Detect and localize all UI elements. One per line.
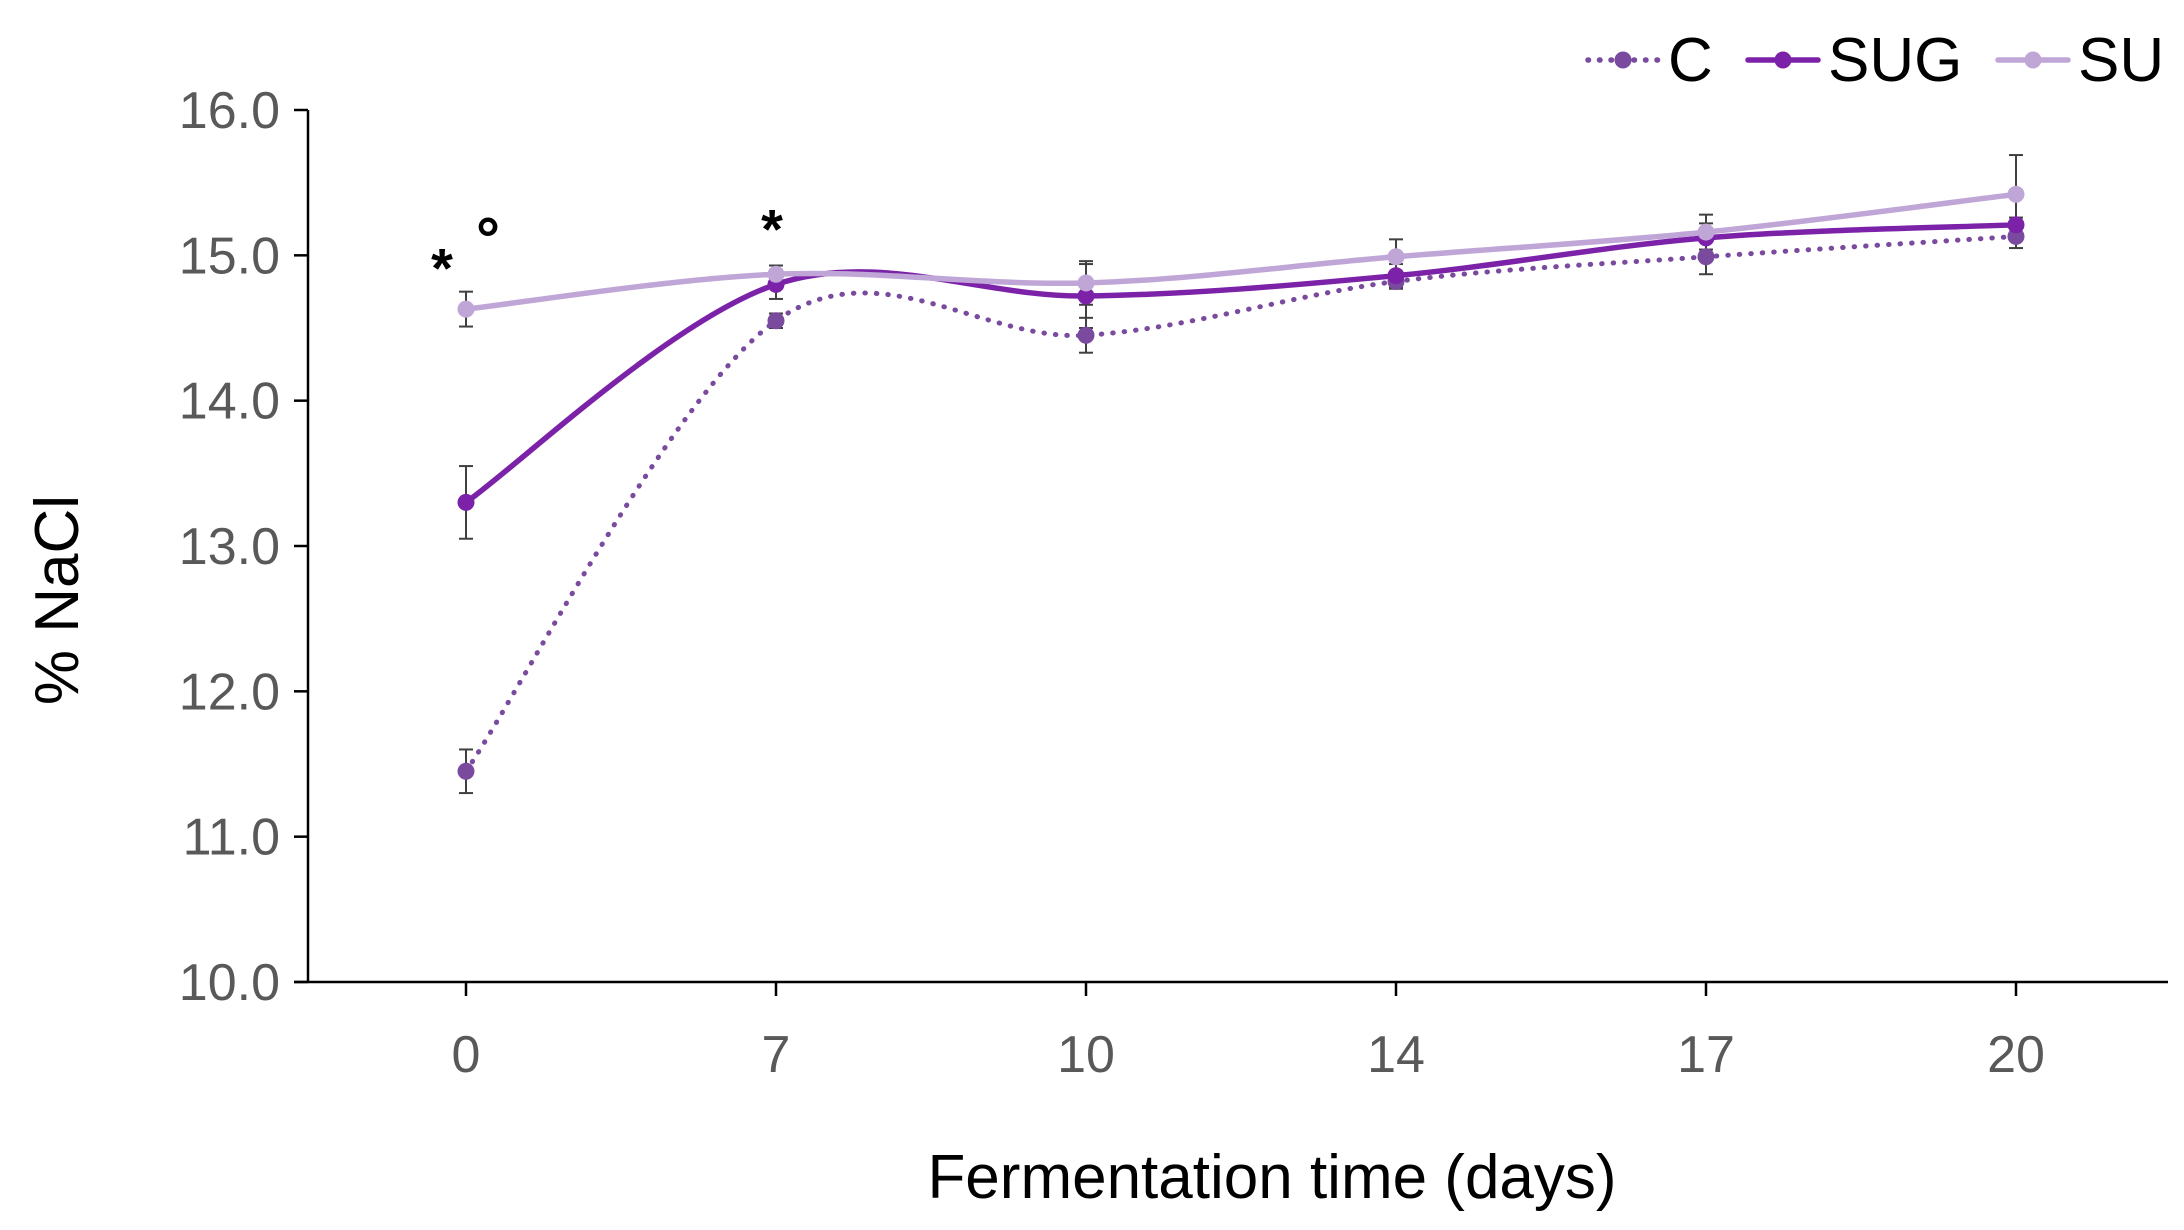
y-tick-label: 13.0 xyxy=(179,518,280,576)
y-axis-ticks: 10.0 11.0 12.0 13.0 14.0 15.0 16.0 xyxy=(179,82,308,1012)
data-point-su xyxy=(2007,185,2025,203)
x-tick-label: 17 xyxy=(1677,1026,1735,1084)
axes xyxy=(294,110,2168,984)
data-point-su xyxy=(1387,248,1405,266)
series-line-c xyxy=(463,233,2019,774)
significance-mark: * xyxy=(761,197,783,260)
series-lines xyxy=(463,191,2019,774)
x-tick-label: 14 xyxy=(1367,1026,1425,1084)
legend-item-c: C xyxy=(1585,26,1713,95)
data-point-c xyxy=(767,312,785,330)
legend-marker-su xyxy=(2024,51,2042,69)
error-bars xyxy=(459,154,2023,795)
x-tick-label: 20 xyxy=(1987,1026,2045,1084)
annotations: * ° * xyxy=(431,197,783,299)
y-axis-title: % NaCl xyxy=(23,495,92,705)
x-tick-label: 7 xyxy=(762,1026,791,1084)
series-line-sug xyxy=(463,222,2019,506)
legend: C SUG SU xyxy=(1585,26,2164,95)
data-point-su xyxy=(767,265,785,283)
y-tick-label: 12.0 xyxy=(179,663,280,721)
x-tick-label: 10 xyxy=(1057,1026,1115,1084)
legend-label-c: C xyxy=(1668,26,1713,95)
significance-mark: * xyxy=(431,236,453,299)
data-points xyxy=(457,185,2025,780)
data-point-sug xyxy=(1077,287,1095,305)
legend-marker-sug xyxy=(1774,51,1792,69)
series-line-su xyxy=(463,191,2019,312)
data-point-sug xyxy=(457,493,475,511)
data-point-su xyxy=(457,300,475,318)
data-point-sug xyxy=(2007,216,2025,234)
y-tick-label: 10.0 xyxy=(179,954,280,1012)
x-axis-ticks: 0 7 10 14 17 20 xyxy=(452,982,2045,1084)
y-tick-label: 16.0 xyxy=(179,82,280,140)
x-tick-label: 0 xyxy=(452,1026,481,1084)
data-point-su xyxy=(1697,223,1715,241)
y-tick-label: 11.0 xyxy=(183,809,280,867)
data-point-su xyxy=(1077,274,1095,292)
legend-marker-c xyxy=(1614,51,1632,69)
legend-item-su: SU xyxy=(1995,26,2164,95)
x-axis-title: Fermentation time (days) xyxy=(927,1143,1616,1212)
data-point-c xyxy=(1697,248,1715,266)
data-point-c xyxy=(1077,326,1095,344)
legend-label-su: SU xyxy=(2078,26,2164,95)
data-point-sug xyxy=(1387,267,1405,285)
data-point-c xyxy=(457,762,475,780)
data-point-c xyxy=(2007,227,2025,245)
significance-mark: ° xyxy=(476,205,500,272)
y-tick-label: 14.0 xyxy=(179,373,280,431)
y-tick-label: 15.0 xyxy=(179,227,280,285)
legend-label-sug: SUG xyxy=(1828,26,1962,95)
legend-item-sug: SUG xyxy=(1745,26,1962,95)
